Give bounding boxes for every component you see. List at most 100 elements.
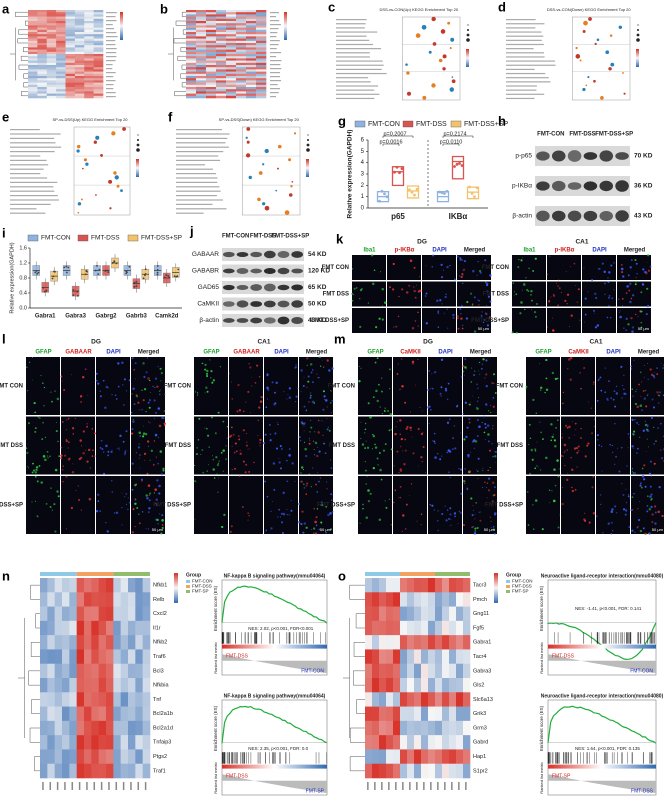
signal <box>86 422 88 425</box>
row-label: FMT DSS+SP <box>311 318 349 324</box>
heat-cell <box>256 58 267 61</box>
heat-cell <box>40 749 48 765</box>
heat-cell <box>135 606 143 622</box>
signal <box>355 287 358 289</box>
heat-cell <box>46 71 57 75</box>
sample-label <box>115 782 118 790</box>
signal <box>459 275 461 277</box>
heat-cell <box>120 663 129 679</box>
signal <box>404 438 407 441</box>
signal <box>219 366 221 368</box>
heat-cell <box>246 58 257 61</box>
heat-cell <box>196 84 207 88</box>
signal <box>41 382 44 385</box>
heat-cell <box>414 663 422 679</box>
point <box>156 269 159 271</box>
signal <box>579 436 583 440</box>
x-tick-label: Camk2d <box>155 314 179 320</box>
signal <box>133 368 136 371</box>
signal <box>614 405 617 408</box>
signal <box>158 513 160 515</box>
image <box>596 357 630 415</box>
heat-cell <box>84 706 92 722</box>
heat-cell <box>65 25 76 28</box>
heat-cell <box>463 678 471 693</box>
signal <box>331 367 334 370</box>
dot <box>575 54 581 59</box>
heat-cell <box>196 71 207 75</box>
signal <box>42 421 44 424</box>
signal <box>291 462 294 465</box>
heat-cell <box>216 89 227 92</box>
dot <box>405 63 408 66</box>
signal <box>545 358 548 362</box>
signal <box>27 465 29 468</box>
signal <box>100 439 103 442</box>
signal <box>633 492 635 495</box>
image <box>393 416 427 475</box>
signal <box>123 378 126 381</box>
heat-cell <box>65 87 76 90</box>
heat-cell <box>46 80 57 83</box>
heat-cell <box>40 578 48 593</box>
signal <box>325 531 327 534</box>
signal <box>395 325 398 328</box>
signal <box>148 379 151 382</box>
row-label: FMT CON <box>328 384 355 390</box>
heat-cell <box>246 40 257 44</box>
heat-cell <box>74 14 85 17</box>
heat-cell <box>186 84 197 88</box>
heat-cell <box>421 763 429 779</box>
signal <box>635 390 637 393</box>
signal <box>202 471 205 474</box>
signal <box>274 432 277 435</box>
heat-cell <box>93 12 104 15</box>
signal <box>530 448 534 452</box>
term-label <box>506 31 542 33</box>
signal <box>80 401 82 403</box>
signal <box>111 480 113 482</box>
signal <box>99 390 101 392</box>
dot <box>108 179 113 184</box>
heat-cell <box>186 45 197 48</box>
dot <box>622 72 624 74</box>
heat-cell <box>449 749 457 765</box>
heat-cell <box>414 735 422 750</box>
heat-cell <box>256 95 267 99</box>
heat-cell <box>216 36 227 39</box>
signal <box>138 513 140 516</box>
signal <box>93 455 96 458</box>
heat-cell <box>186 80 197 83</box>
signal <box>418 465 420 467</box>
signal <box>478 269 482 273</box>
signal <box>123 452 125 454</box>
heat-cell <box>456 692 464 707</box>
heat-cell <box>196 95 207 99</box>
heat-cell <box>56 76 66 79</box>
term-label <box>176 164 206 166</box>
heat-cell <box>206 73 217 77</box>
band <box>277 300 290 308</box>
signal <box>439 458 442 461</box>
signal <box>262 442 266 445</box>
signal <box>79 395 83 398</box>
signal <box>644 485 647 488</box>
heat-cell <box>256 25 267 28</box>
heat-cell <box>206 49 217 53</box>
heat-cell <box>98 706 107 722</box>
panel-letter: e <box>2 109 9 124</box>
signal <box>482 358 485 361</box>
heat-cell <box>93 56 104 59</box>
scale-bar: 50 μm <box>478 326 490 331</box>
heat-cell <box>206 36 217 39</box>
signal <box>483 415 485 418</box>
image <box>582 281 616 307</box>
channel-label: GFAP <box>535 350 551 356</box>
signal <box>27 390 29 392</box>
signal <box>147 511 150 514</box>
signal <box>575 429 577 431</box>
point <box>395 165 399 169</box>
heat-cell <box>46 67 57 70</box>
size-key <box>306 148 310 152</box>
signal <box>483 431 486 434</box>
